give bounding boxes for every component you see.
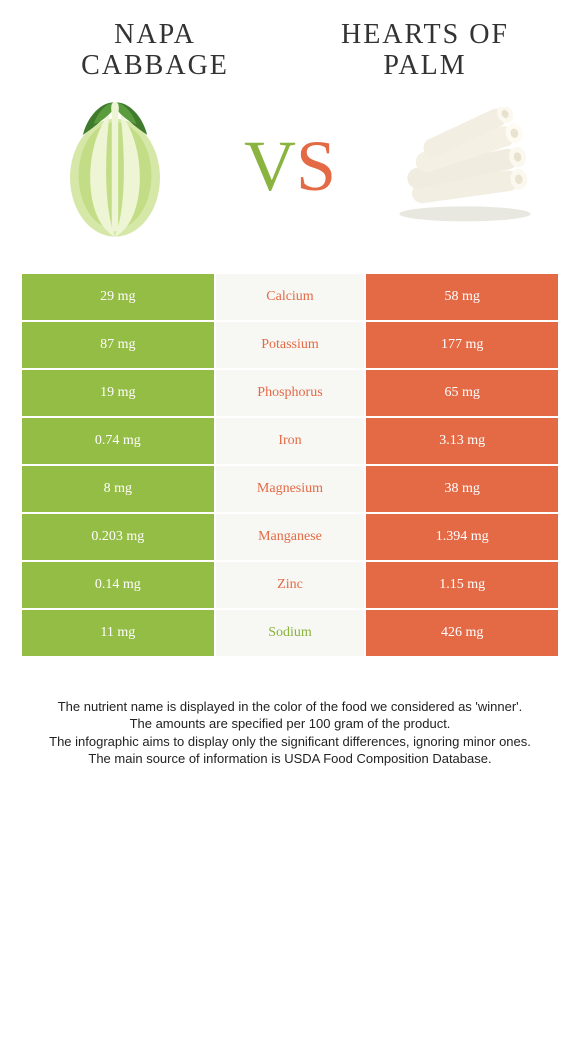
header: Napa cabbage Hearts of palm: [0, 0, 580, 82]
right-value: 3.13 mg: [365, 417, 559, 465]
footnote-line: The nutrient name is displayed in the co…: [20, 698, 560, 716]
vs-s: S: [296, 126, 336, 206]
nutrient-label: Potassium: [215, 321, 366, 369]
nutrient-label: Iron: [215, 417, 366, 465]
footnote-line: The main source of information is USDA F…: [20, 750, 560, 768]
right-food-title: Hearts of palm: [290, 20, 540, 82]
right-value: 1.15 mg: [365, 561, 559, 609]
footnote-line: The infographic aims to display only the…: [20, 733, 560, 751]
nutrient-label: Sodium: [215, 609, 366, 657]
nutrient-row: 8 mgMagnesium38 mg: [21, 465, 559, 513]
footnote-line: The amounts are specified per 100 gram o…: [20, 715, 560, 733]
right-value: 426 mg: [365, 609, 559, 657]
vs-v: V: [244, 126, 296, 206]
right-value: 177 mg: [365, 321, 559, 369]
nutrient-label: Magnesium: [215, 465, 366, 513]
left-value: 11 mg: [21, 609, 215, 657]
vs-label: VS: [244, 125, 336, 208]
nutrient-row: 87 mgPotassium177 mg: [21, 321, 559, 369]
left-value: 19 mg: [21, 369, 215, 417]
hearts-of-palm-icon: [390, 92, 540, 242]
right-value: 38 mg: [365, 465, 559, 513]
nutrient-label: Phosphorus: [215, 369, 366, 417]
nutrient-label: Zinc: [215, 561, 366, 609]
left-value: 87 mg: [21, 321, 215, 369]
nutrient-row: 0.14 mgZinc1.15 mg: [21, 561, 559, 609]
nutrient-label: Manganese: [215, 513, 366, 561]
left-value: 0.14 mg: [21, 561, 215, 609]
left-value: 29 mg: [21, 273, 215, 321]
nutrient-table: 29 mgCalcium58 mg87 mgPotassium177 mg19 …: [20, 272, 560, 658]
footnotes: The nutrient name is displayed in the co…: [0, 658, 580, 768]
nutrient-row: 11 mgSodium426 mg: [21, 609, 559, 657]
nutrient-label: Calcium: [215, 273, 366, 321]
nutrient-row: 0.203 mgManganese1.394 mg: [21, 513, 559, 561]
napa-cabbage-icon: [40, 92, 190, 242]
images-row: VS: [0, 82, 580, 272]
nutrient-row: 29 mgCalcium58 mg: [21, 273, 559, 321]
left-value: 0.203 mg: [21, 513, 215, 561]
left-value: 8 mg: [21, 465, 215, 513]
right-value: 1.394 mg: [365, 513, 559, 561]
nutrient-row: 0.74 mgIron3.13 mg: [21, 417, 559, 465]
right-value: 65 mg: [365, 369, 559, 417]
left-food-title: Napa cabbage: [40, 20, 290, 82]
nutrient-row: 19 mgPhosphorus65 mg: [21, 369, 559, 417]
right-value: 58 mg: [365, 273, 559, 321]
left-value: 0.74 mg: [21, 417, 215, 465]
